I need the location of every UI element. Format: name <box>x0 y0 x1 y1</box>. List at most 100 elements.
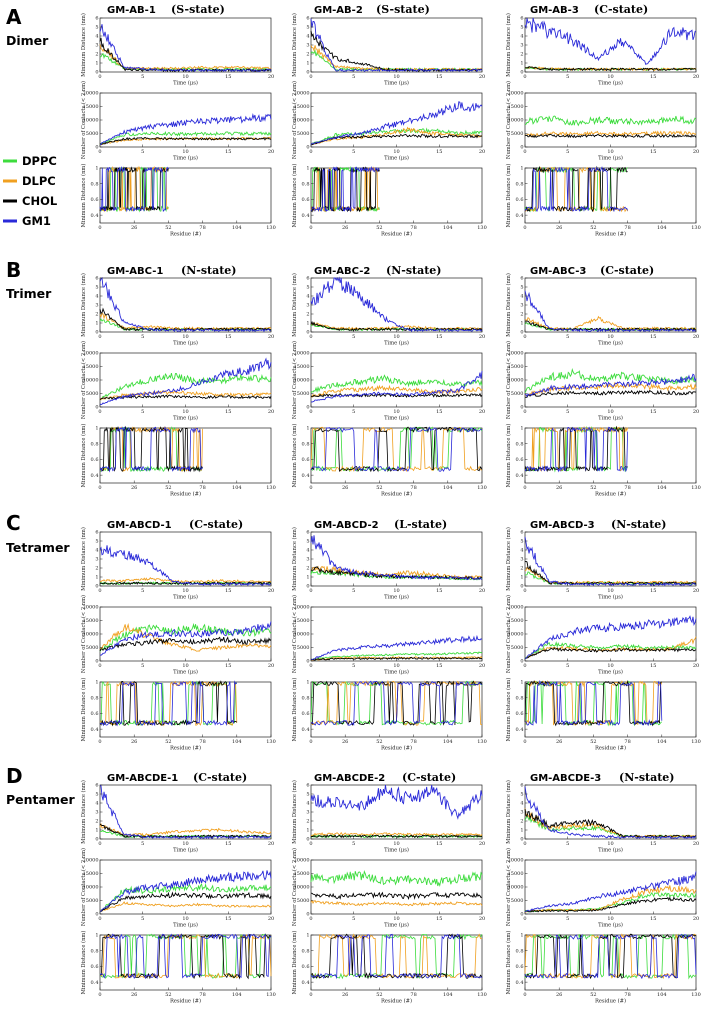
y-axis-label: Number of Contacts (< 2 nm) <box>80 341 87 419</box>
x-tick-label: 5 <box>141 74 144 80</box>
x-tick-label: 10 <box>393 663 399 669</box>
y-tick-label: 2 <box>306 312 309 318</box>
y-tick-label: 0 <box>306 405 309 411</box>
x-tick-label: 78 <box>410 225 416 231</box>
y-tick-label: 6 <box>306 276 309 282</box>
series-line-gm1 <box>524 786 697 840</box>
series-line-gm1 <box>310 784 483 820</box>
y-tick-label: 1 <box>520 321 523 327</box>
y-tick-label: 3 <box>95 557 98 563</box>
series-line-gm1 <box>310 370 483 403</box>
y-tick-label: 3 <box>520 557 523 563</box>
x-tick-label: 0 <box>309 225 312 231</box>
x-tick-label: 78 <box>624 485 630 491</box>
series-line-dppc <box>310 127 483 146</box>
y-tick-label: 1 <box>306 933 309 939</box>
x-tick-label: 0 <box>98 916 101 922</box>
y-tick-label: 0 <box>520 912 523 918</box>
x-tick-label: 26 <box>556 485 562 491</box>
x-tick-label: 130 <box>266 225 276 231</box>
x-tick-label: 5 <box>352 334 355 340</box>
x-axis-label: Time (μs) <box>173 155 198 162</box>
y-tick-label: 0.6 <box>302 457 310 463</box>
panel-title: GM-ABCDE-3 <box>530 773 601 784</box>
y-tick-label: 10000 <box>83 885 99 891</box>
series-line-chol <box>524 933 697 980</box>
plot-frame <box>310 17 483 73</box>
y-tick-label: 6 <box>95 276 98 282</box>
x-tick-label: 20 <box>268 916 274 922</box>
y-tick-label: 1 <box>306 166 309 172</box>
y-tick-label: 5000 <box>297 898 310 904</box>
x-tick-label: 52 <box>165 992 171 998</box>
x-tick-label: 52 <box>590 992 596 998</box>
y-axis-label: Minimum Distance (nm) <box>80 273 87 337</box>
x-tick-label: 15 <box>225 841 231 847</box>
x-axis-label: Time (μs) <box>598 922 623 929</box>
y-tick-label: 0.4 <box>516 727 524 733</box>
series-line-gm1 <box>99 545 272 587</box>
plot-frame <box>310 427 483 484</box>
y-tick-label: 20000 <box>508 605 524 611</box>
y-axis-label: Minimum Distance (nm) <box>291 678 298 742</box>
y-tick-label: 0 <box>95 837 98 843</box>
series-line-chol <box>310 320 483 332</box>
series-line-dlpc <box>310 899 483 907</box>
series-line-gm1 <box>524 933 697 980</box>
x-tick-label: 10 <box>393 588 399 594</box>
x-tick-label: 20 <box>693 588 699 594</box>
x-tick-label: 26 <box>342 485 348 491</box>
y-tick-label: 0.4 <box>302 980 310 986</box>
y-tick-label: 0.4 <box>302 213 310 219</box>
x-tick-label: 78 <box>410 485 416 491</box>
series-line-gm1 <box>310 933 483 980</box>
y-tick-label: 0 <box>95 659 98 665</box>
series-line-chol <box>99 394 272 401</box>
y-tick-label: 0.6 <box>302 964 310 970</box>
y-axis-label: Number of Contacts (< 2 nm) <box>291 595 298 673</box>
panel-title: GM-ABCDE-2 <box>314 773 385 784</box>
x-tick-label: 52 <box>376 739 382 745</box>
y-tick-label: 4 <box>306 548 309 554</box>
y-tick-label: 20000 <box>83 351 99 357</box>
x-tick-label: 52 <box>376 992 382 998</box>
y-tick-label: 0.8 <box>91 181 99 187</box>
x-tick-label: 0 <box>98 992 101 998</box>
y-tick-label: 1 <box>520 575 523 581</box>
x-tick-label: 10 <box>182 916 188 922</box>
x-tick-label: 130 <box>691 739 701 745</box>
y-tick-label: 6 <box>520 276 523 282</box>
y-tick-label: 0.6 <box>516 197 524 203</box>
y-tick-label: 1 <box>306 321 309 327</box>
series-line-chol <box>524 165 628 213</box>
x-axis-label: Time (μs) <box>598 594 623 601</box>
x-tick-label: 104 <box>443 485 453 491</box>
x-tick-label: 10 <box>182 149 188 155</box>
panel-state: (C-state) <box>600 264 654 277</box>
x-tick-label: 10 <box>182 334 188 340</box>
x-axis-label: Residue (#) <box>170 231 201 238</box>
y-tick-label: 20000 <box>508 858 524 864</box>
x-axis-label: Time (μs) <box>173 340 198 347</box>
x-tick-label: 20 <box>479 74 485 80</box>
y-tick-label: 0.6 <box>91 457 99 463</box>
x-tick-label: 5 <box>566 841 569 847</box>
panel-state: (C-state) <box>189 518 243 531</box>
y-axis-label: Number of Contacts (< 2 nm) <box>291 848 298 926</box>
x-tick-label: 0 <box>98 663 101 669</box>
x-tick-label: 20 <box>268 409 274 415</box>
y-axis-label: Minimum Distance (nm) <box>291 931 298 995</box>
x-tick-label: 5 <box>141 149 144 155</box>
x-tick-label: 10 <box>182 74 188 80</box>
y-axis-label: Minimum Distance (nm) <box>291 273 298 337</box>
x-tick-label: 26 <box>342 992 348 998</box>
x-tick-label: 20 <box>479 334 485 340</box>
panel-title: GM-ABCDE-1 <box>107 773 178 784</box>
x-tick-label: 15 <box>436 588 442 594</box>
series-line-gm1 <box>524 17 697 66</box>
